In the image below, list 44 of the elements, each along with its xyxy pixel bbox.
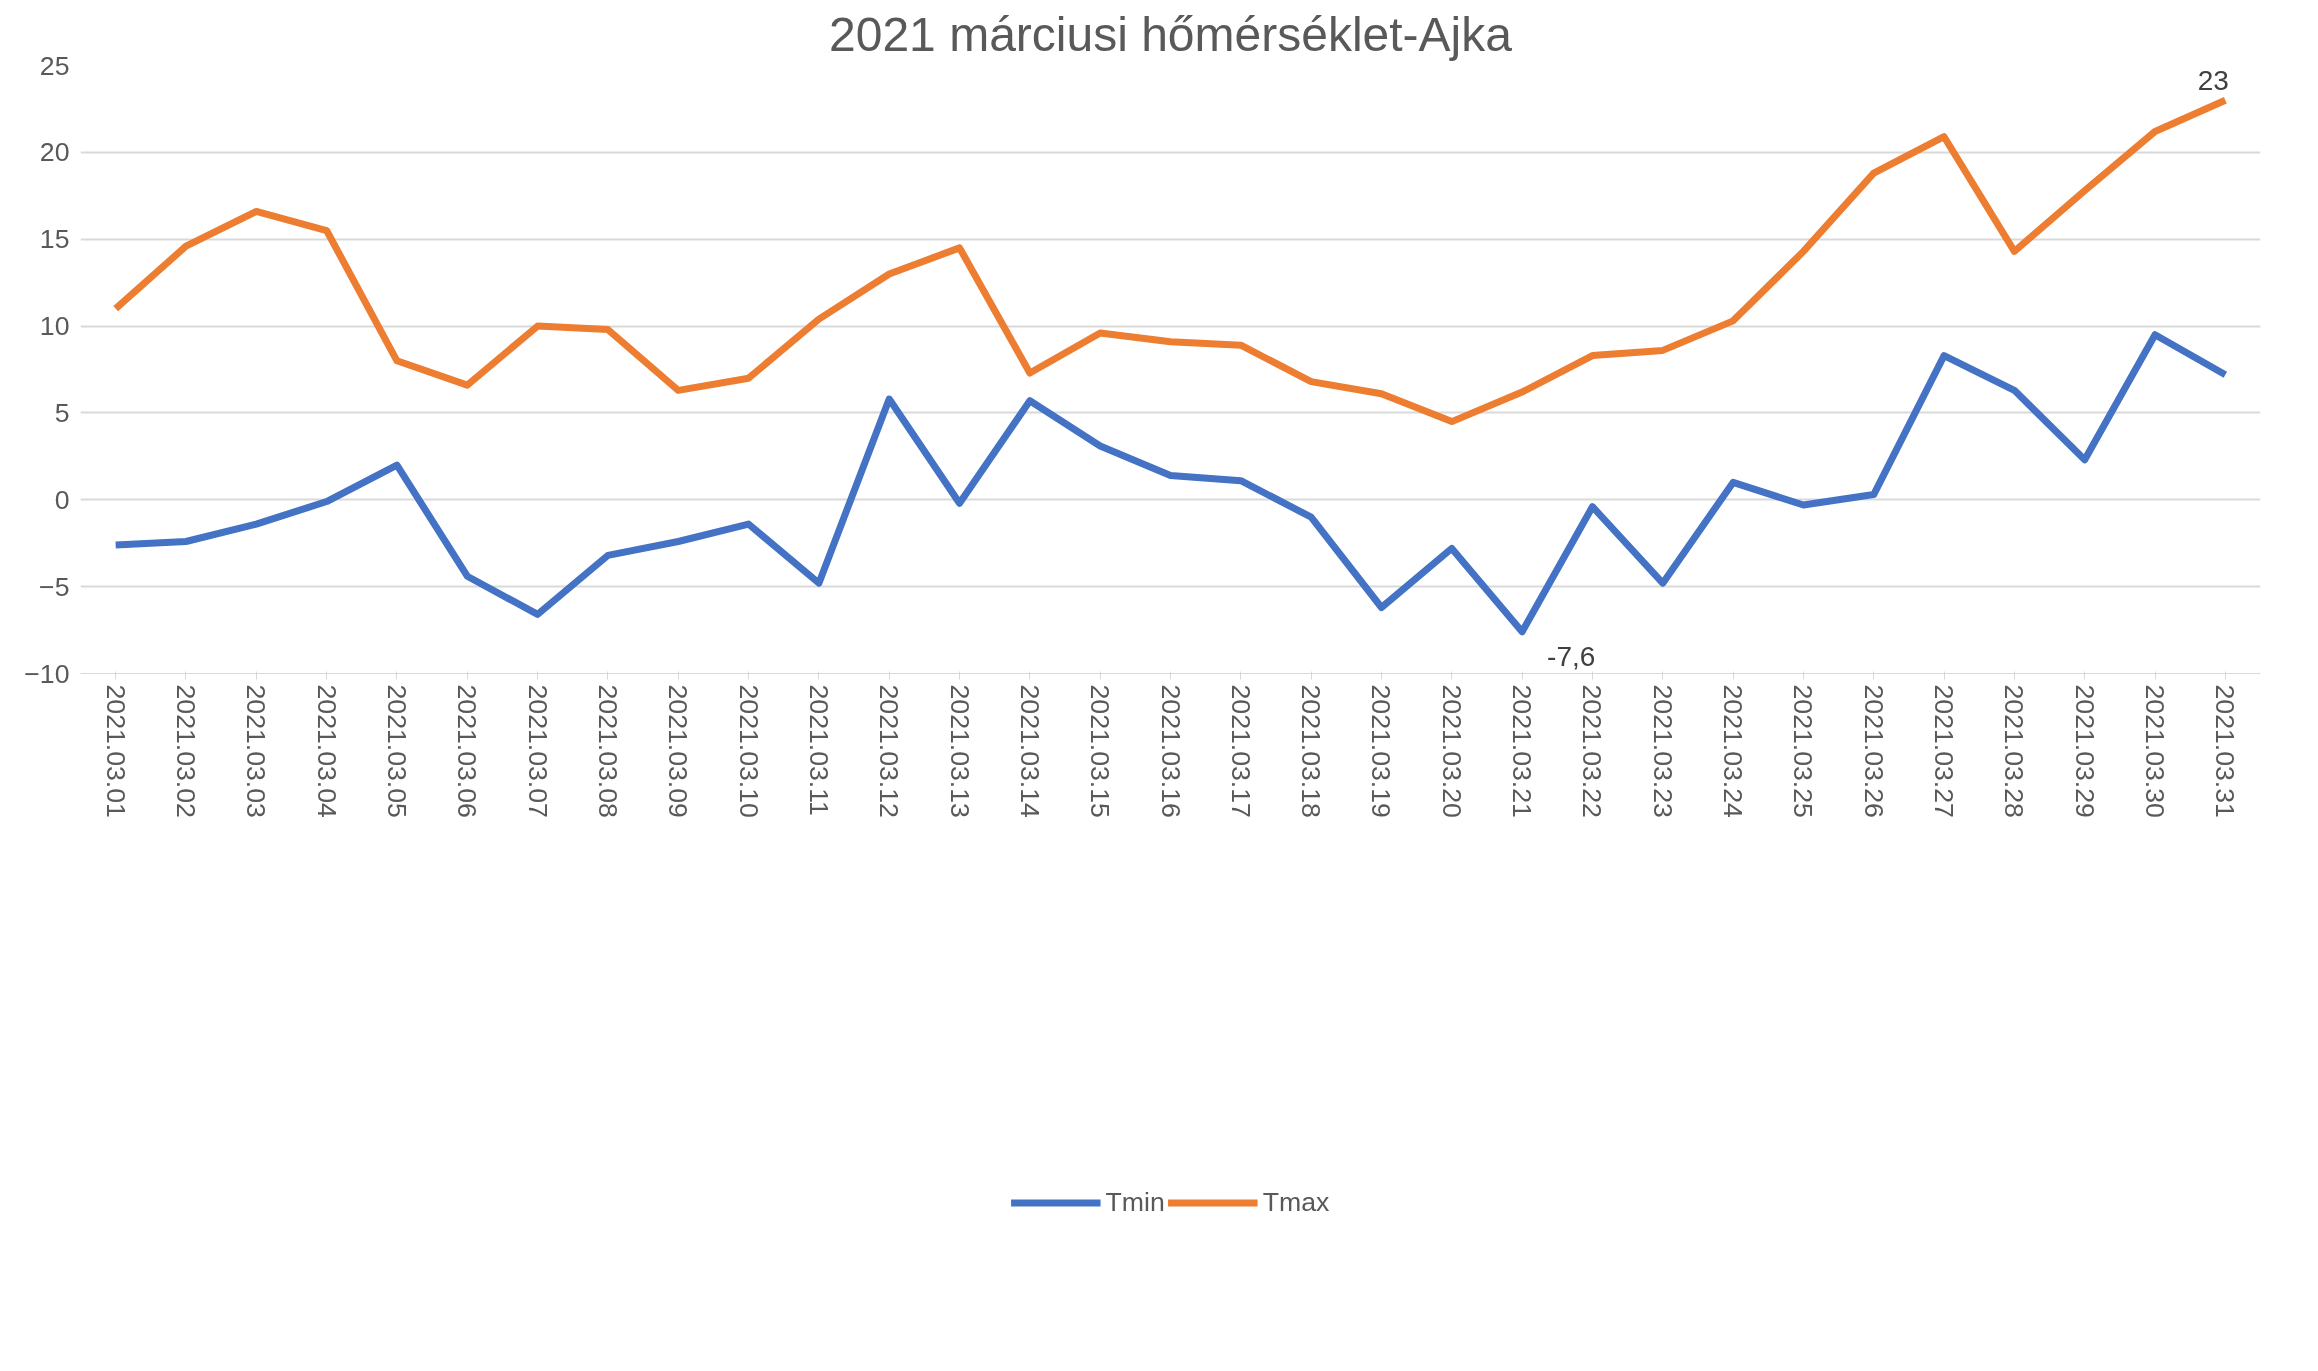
data-label: 23 <box>2197 65 2229 97</box>
y-tick-label: 25 <box>39 50 70 81</box>
x-tick-label: 2021.03.01 <box>100 684 131 818</box>
x-tick-label: 2021.03.19 <box>1366 684 1397 818</box>
x-tick-label: 2021.03.15 <box>1085 684 1116 818</box>
y-tick-label: 0 <box>54 484 70 515</box>
x-tick-label: 2021.03.30 <box>2140 684 2171 818</box>
x-tick-label: 2021.03.18 <box>1296 684 1327 818</box>
y-tick-label: 15 <box>39 224 70 255</box>
y-tick-label: 5 <box>54 397 70 428</box>
x-tick-label: 2021.03.24 <box>1718 684 1749 819</box>
y-tick-label: −5 <box>39 571 70 602</box>
x-tick-label: 2021.03.25 <box>1788 684 1819 818</box>
y-tick-label: −10 <box>24 658 70 689</box>
x-tick-label: 2021.03.20 <box>1436 684 1467 818</box>
x-tick-label: 2021.03.12 <box>874 684 905 818</box>
x-tick-label: 2021.03.16 <box>1155 684 1186 818</box>
x-tick-label: 2021.03.11 <box>803 684 834 816</box>
data-label: -7,6 <box>1547 640 1596 672</box>
y-tick-label: 20 <box>39 137 70 168</box>
x-tick-label: 2021.03.04 <box>311 684 342 819</box>
x-tick-label: 2021.03.08 <box>592 684 623 818</box>
x-tick-label: 2021.03.09 <box>663 684 694 818</box>
legend-label: Tmin <box>1105 1186 1165 1218</box>
x-tick-label: 2021.03.21 <box>1507 684 1538 818</box>
x-tick-label: 2021.03.28 <box>1999 684 2030 818</box>
x-tick-label: 2021.03.17 <box>1225 684 1256 818</box>
x-tick-label: 2021.03.29 <box>2069 684 2100 818</box>
x-tick-label: 2021.03.10 <box>733 684 764 818</box>
x-tick-label: 2021.03.06 <box>452 684 483 818</box>
x-tick-label: 2021.03.26 <box>1858 684 1889 818</box>
x-tick-label: 2021.03.05 <box>381 684 412 818</box>
x-tick-label: 2021.03.23 <box>1647 684 1678 818</box>
x-tick-label: 2021.03.22 <box>1577 684 1608 818</box>
legend-label: Tmax <box>1262 1186 1330 1218</box>
x-tick-label: 2021.03.31 <box>2210 684 2241 818</box>
chart-title: 2021 márciusi hőmérséklet-Ajka <box>829 7 1513 61</box>
x-tick-label: 2021.03.02 <box>170 684 201 818</box>
x-tick-label: 2021.03.03 <box>241 684 272 818</box>
x-tick-label: 2021.03.07 <box>522 684 553 818</box>
y-tick-label: 10 <box>39 311 70 342</box>
x-tick-label: 2021.03.13 <box>944 684 975 818</box>
x-tick-label: 2021.03.14 <box>1014 684 1045 819</box>
x-tick-label: 2021.03.27 <box>1929 684 1960 818</box>
